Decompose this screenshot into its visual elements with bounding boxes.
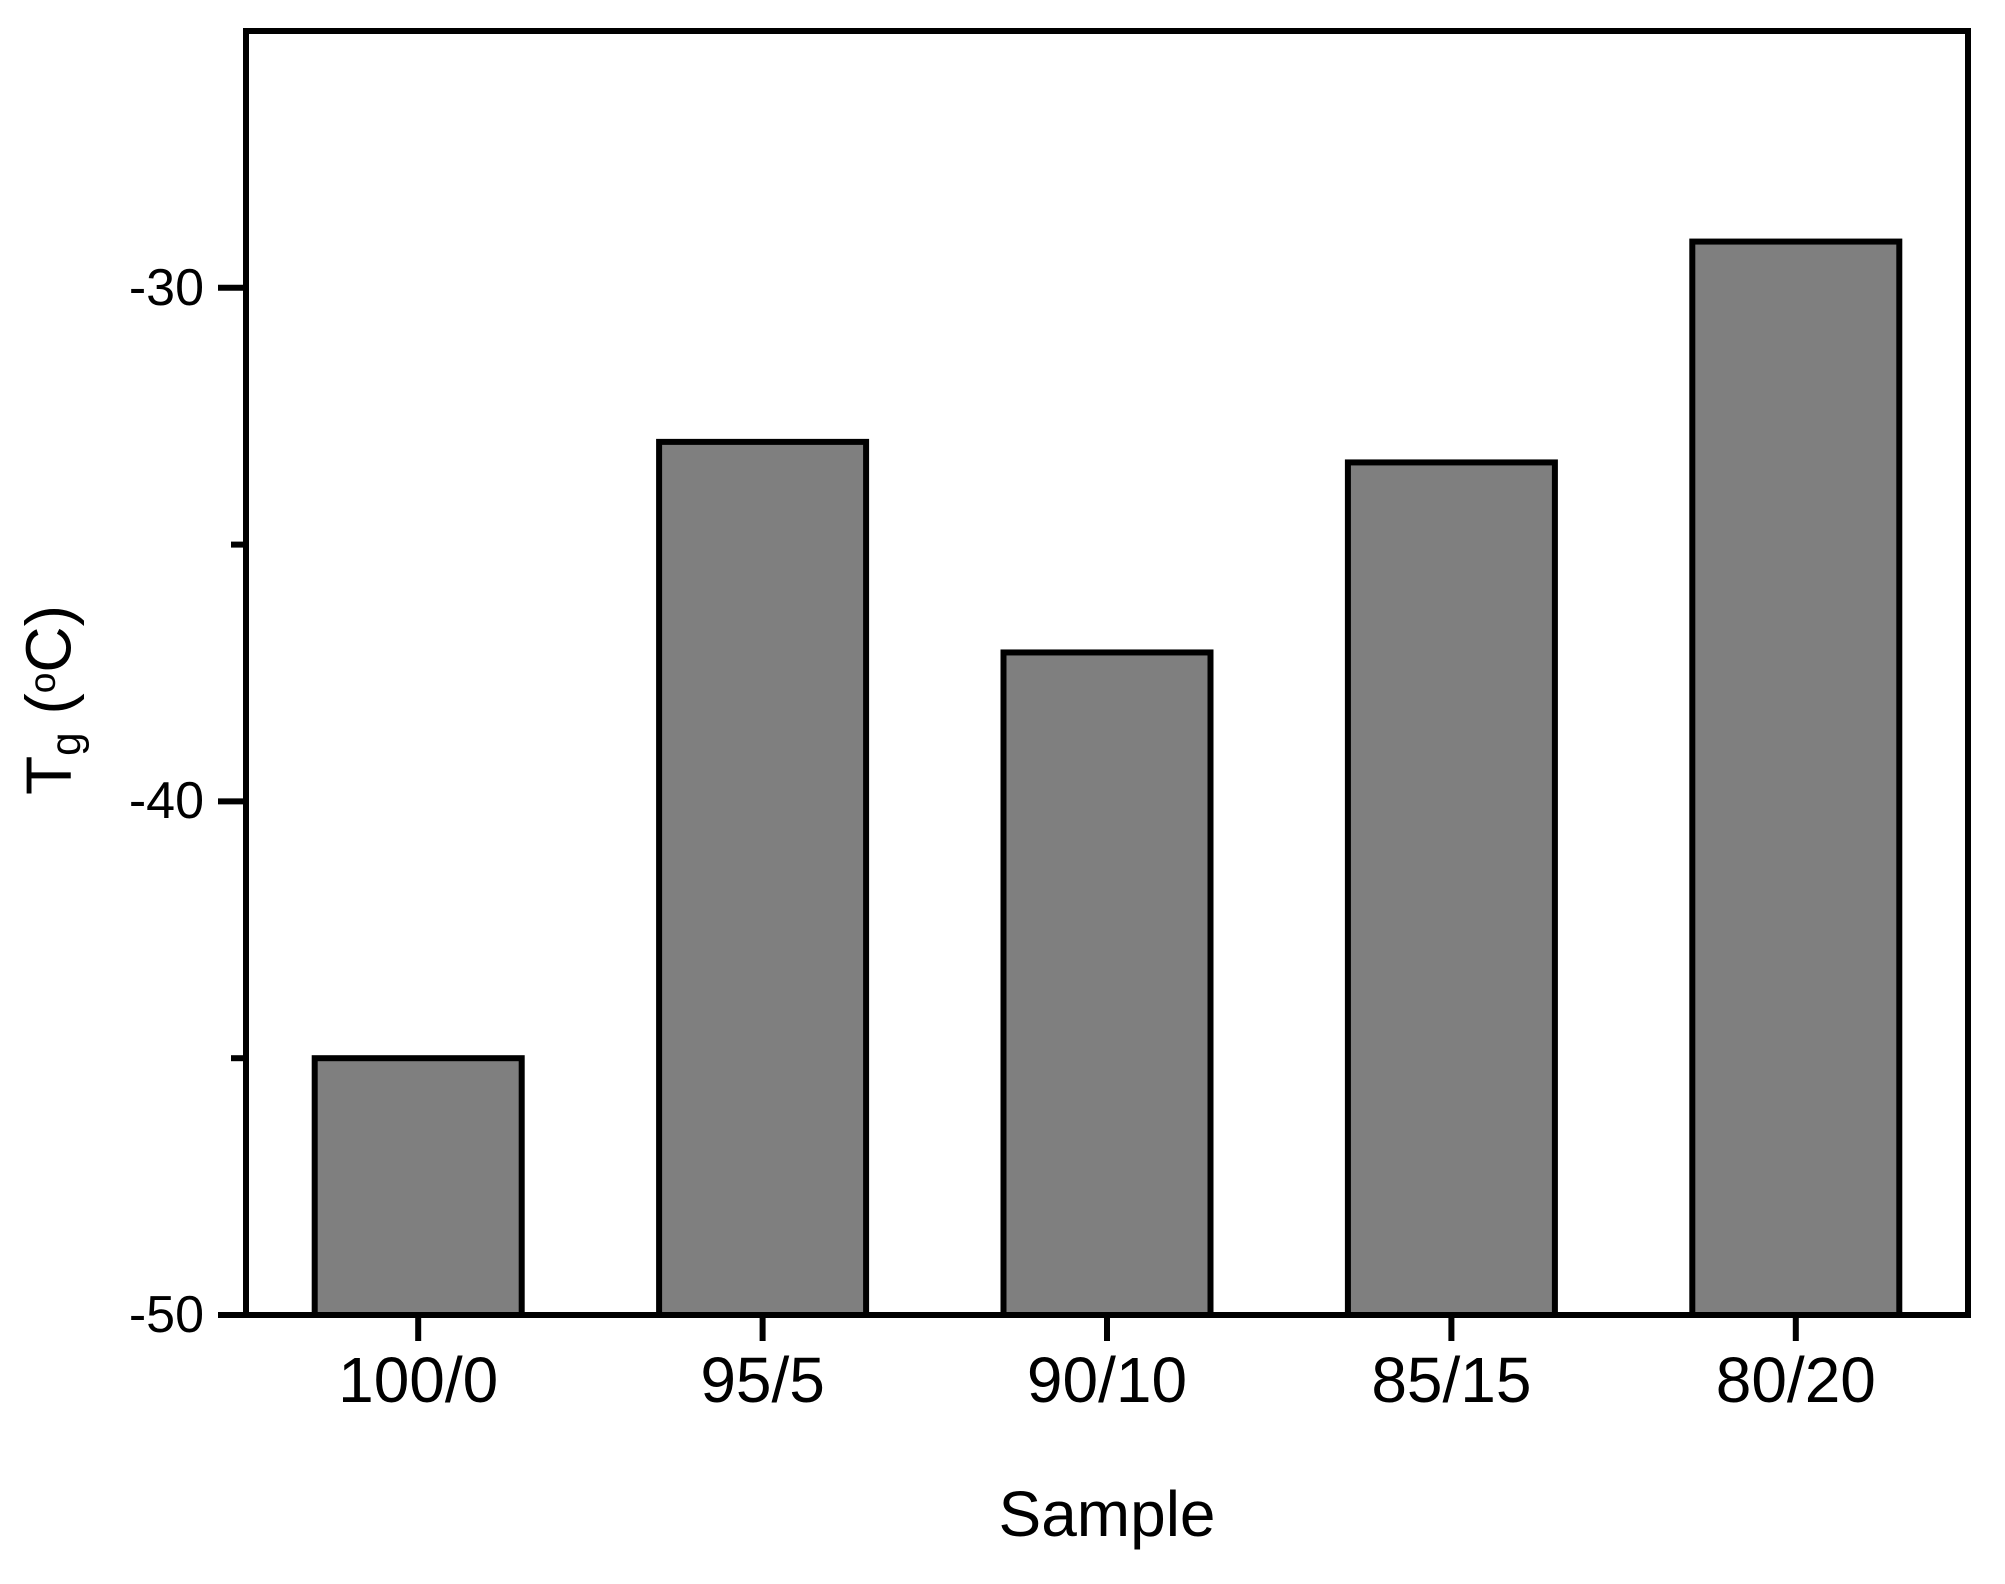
- y-axis-title-symbol: T: [12, 755, 85, 795]
- y-axis-title: Tg (oC): [13, 605, 90, 795]
- bar-90/10: [1000, 649, 1214, 1318]
- x-axis-title: Sample: [998, 1478, 1216, 1550]
- bar-80/20: [1689, 238, 1903, 1318]
- y-axis-title-open-paren: (: [12, 693, 85, 733]
- axes-frame: [243, 28, 1971, 1318]
- y-axis-title-subscript: g: [42, 732, 90, 756]
- bar-100/0: [311, 1055, 525, 1318]
- y-axis-title-unit: C): [12, 605, 85, 673]
- bar-95/5: [656, 438, 870, 1318]
- degree-symbol: o: [21, 672, 64, 694]
- bar-85/15: [1344, 459, 1558, 1318]
